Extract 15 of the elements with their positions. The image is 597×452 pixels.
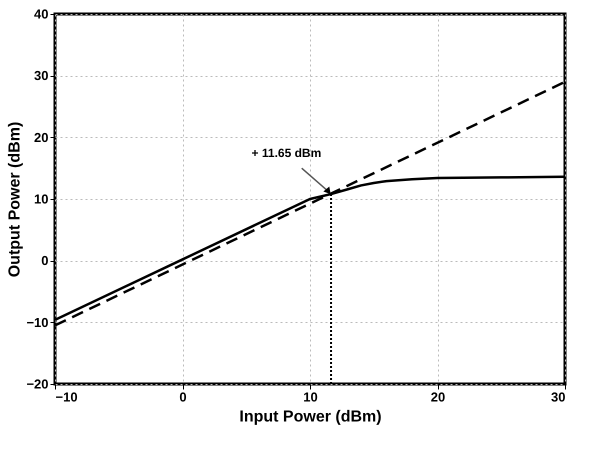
- y-tick-label: −10: [26, 314, 48, 330]
- y-tick-label: 20: [34, 130, 48, 145]
- x-tick-label: 20: [430, 390, 446, 404]
- x-tick-label: −10: [56, 390, 78, 404]
- x-tick-label: 0: [179, 390, 187, 404]
- annotation: + 11.65 dBm: [252, 146, 322, 160]
- y-tick-label: 30: [34, 68, 48, 84]
- y-tick-label: 10: [34, 192, 48, 206]
- y-tick-label: −20: [26, 376, 48, 392]
- x-tick-label: 30: [551, 390, 566, 404]
- x-axis-title: Input Power (dBm): [239, 408, 382, 426]
- y-tick-label: 0: [41, 253, 48, 268]
- y-axis-title: Output Power (dBm): [6, 122, 24, 278]
- y-tick-label: 40: [34, 6, 48, 22]
- x-tick-label: 10: [303, 390, 318, 404]
